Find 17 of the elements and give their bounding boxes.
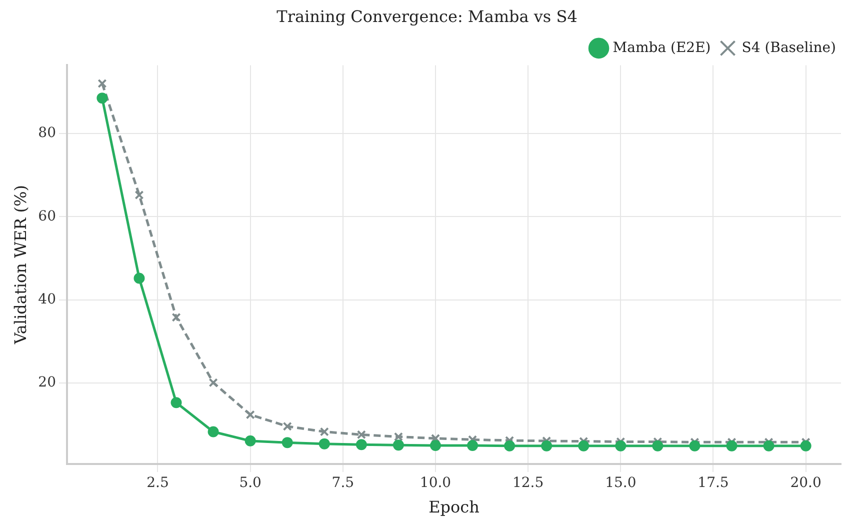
x-tick-label: 5.0 xyxy=(239,475,262,492)
y-tick-label: 60 xyxy=(38,208,56,224)
y-axis-title: Validation WER (%) xyxy=(10,185,30,346)
chart-title: Training Convergence: Mamba vs S4 xyxy=(276,6,578,26)
x-axis-title: Epoch xyxy=(428,498,480,517)
x-tick-label: 17.5 xyxy=(698,475,729,492)
y-tick-label: 80 xyxy=(38,125,56,142)
x-tick-label: 2.5 xyxy=(146,475,169,492)
x-tick-label: 10.0 xyxy=(420,475,452,492)
y-tick-label: 20 xyxy=(38,374,56,391)
legend-label: Mamba (E2E) xyxy=(612,40,711,56)
x-tick-label: 7.5 xyxy=(332,475,354,492)
legend-label: S4 (Baseline) xyxy=(742,40,836,56)
x-tick-label: 15.0 xyxy=(605,475,636,492)
x-tick-label: 12.5 xyxy=(512,475,544,492)
y-tick-label: 40 xyxy=(38,292,56,308)
x-tick-label: 20.0 xyxy=(790,475,822,492)
